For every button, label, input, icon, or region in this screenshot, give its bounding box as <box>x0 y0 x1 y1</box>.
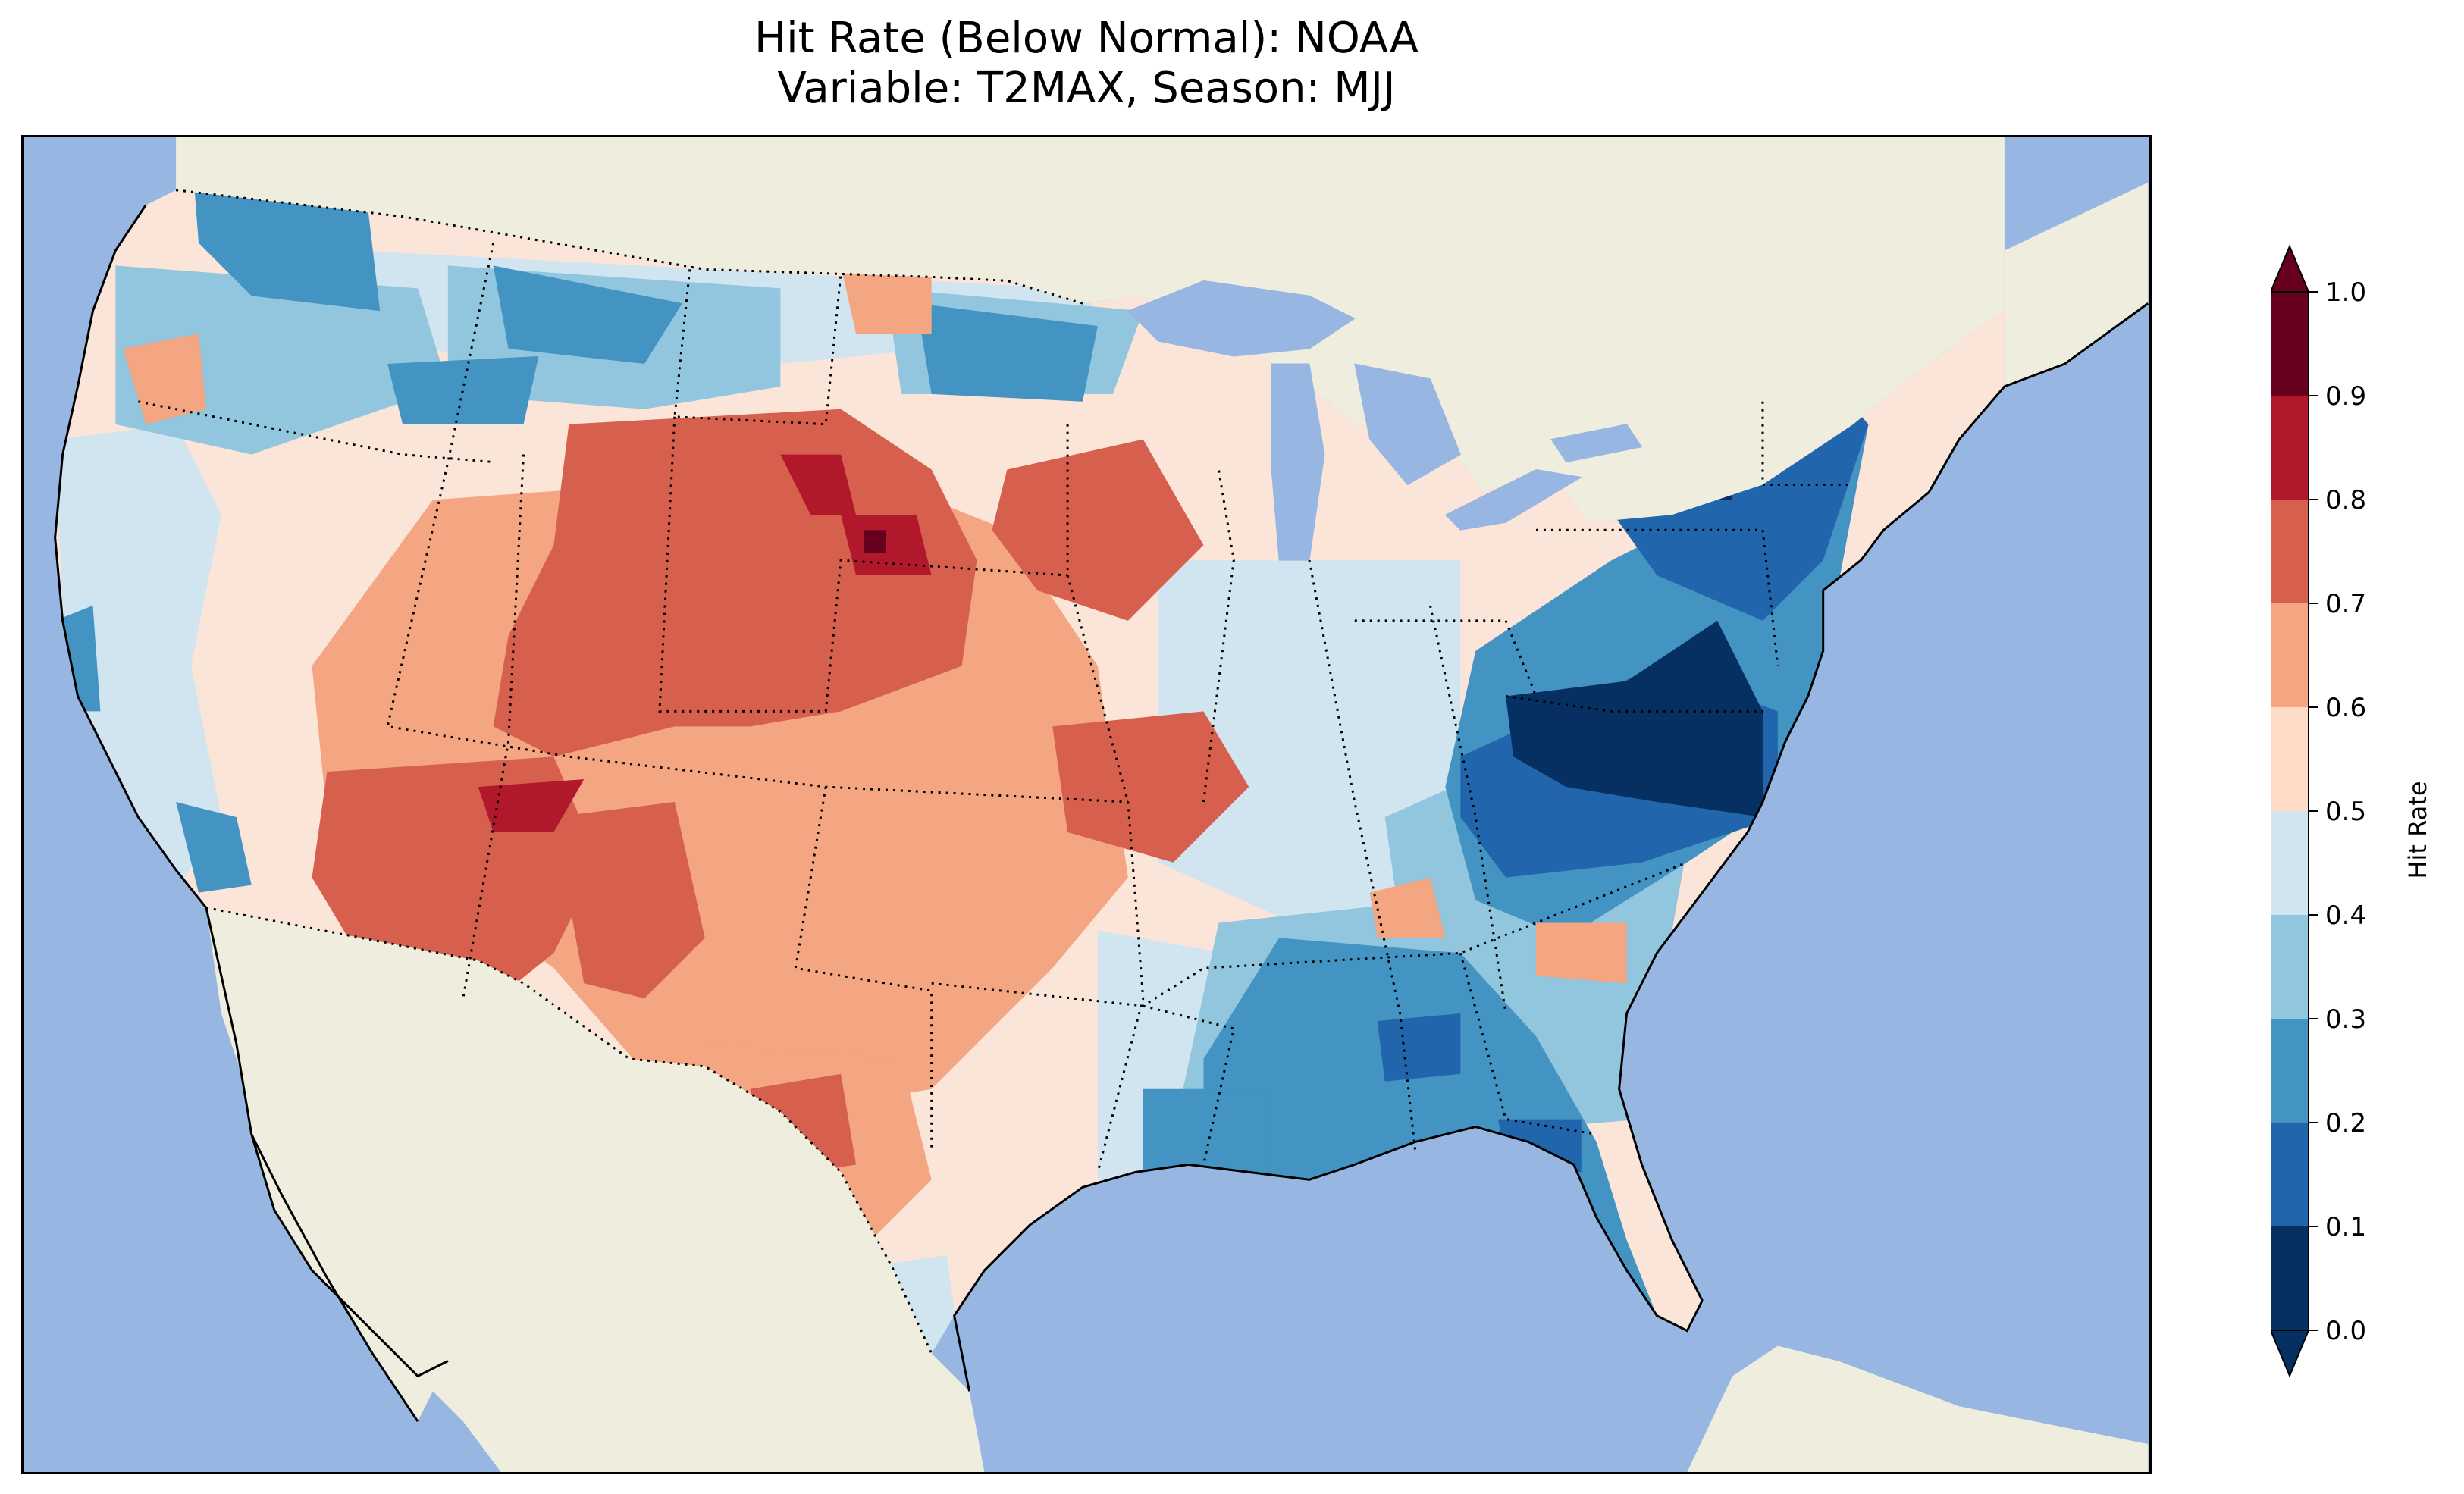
colorbar-tick-label: 0.0 <box>2325 1316 2366 1346</box>
lake-huron <box>1354 363 1461 486</box>
map-canvas <box>54 137 2149 1472</box>
colorbar-segment <box>2271 603 2309 707</box>
state-border-10 <box>1308 559 1417 1150</box>
land-canada <box>176 137 2005 523</box>
field-01-02-coast <box>1498 1119 1582 1173</box>
colorbar-tick-label: 0.1 <box>2325 1212 2366 1242</box>
colorbar-extend-min <box>2271 1330 2310 1378</box>
hit-rate-field <box>55 189 1869 1354</box>
field-00-01-virginia <box>1506 620 1763 817</box>
coast-conus <box>54 204 449 1378</box>
field-01-02-alabama <box>1377 1013 1461 1082</box>
colorbar-tick-label: 0.8 <box>2325 485 2366 515</box>
colorbar-tick-label: 0.4 <box>2325 900 2366 931</box>
field-06-07-carolina <box>1369 877 1446 938</box>
field-08-09-arizona <box>478 779 585 832</box>
field-06-07-oregon <box>123 334 206 424</box>
chart-title: Hit Rate (Below Normal): NOAA Variable: … <box>21 14 2152 114</box>
map-panel <box>21 135 2152 1474</box>
state-border-15 <box>1761 401 1854 486</box>
state-border-13 <box>1505 695 1763 713</box>
lake-erie <box>1444 468 1583 531</box>
field-06-07-south-ga <box>1535 922 1627 984</box>
border-canada <box>175 189 1083 305</box>
colorbar-tick-label: 0.3 <box>2325 1004 2366 1035</box>
state-border-6 <box>794 786 933 1150</box>
state-border-14 <box>1354 619 1538 697</box>
field-02-03-washington <box>191 189 381 312</box>
colorbar-segment <box>2271 396 2309 500</box>
field-02-03-idaho <box>387 356 539 424</box>
field-02-03-montana <box>493 265 682 364</box>
colorbar-segment <box>2271 1019 2309 1123</box>
colorbar-tick-label: 0.7 <box>2325 589 2366 619</box>
coast-gulf <box>953 302 2149 1392</box>
state-border-5 <box>658 416 1068 713</box>
field-04-05-midwest <box>1158 560 1461 931</box>
field-08-09-wyoming <box>780 454 857 515</box>
field-09-10-nebraska <box>864 530 886 553</box>
colorbar-label: Hit Rate <box>2403 781 2432 879</box>
coast-baja <box>250 1133 419 1423</box>
colorbar-segment <box>2271 1226 2309 1330</box>
colorbar: 0.0 0.1 0.2 0.3 0.4 0.5 0.6 0.7 0.8 0.9 1.0 Hit Ra… <box>2271 244 2432 1378</box>
colorbar-segments <box>2271 244 2310 1378</box>
colorbar-segment <box>2271 707 2309 811</box>
colorbar-tick-label: 1.0 <box>2325 277 2366 308</box>
great-lakes <box>1127 280 1643 561</box>
lake-superior <box>1127 280 1356 357</box>
colorbar-tick-label: 0.9 <box>2325 381 2366 412</box>
field-02-03-dakota <box>916 303 1098 402</box>
colorbar-segment <box>2271 292 2309 396</box>
title-line-1: Hit Rate (Below Normal): NOAA <box>754 14 1419 63</box>
colorbar-extend-max <box>2271 244 2310 293</box>
field-02-03-gulf-west <box>1143 1088 1265 1211</box>
state-border-7 <box>1066 424 1145 1173</box>
colorbar-tick-label: 0.2 <box>2325 1108 2366 1139</box>
colorbar-segment <box>2271 500 2309 603</box>
land-cuba <box>1687 1345 2149 1472</box>
colorbar-tick-label: 0.5 <box>2325 797 2366 827</box>
state-border-9 <box>1202 469 1235 803</box>
title-line-2: Variable: T2MAX, Season: MJJ <box>777 64 1396 113</box>
colorbar-segment <box>2271 915 2309 1019</box>
coastlines <box>54 204 2149 1423</box>
state-border-16 <box>1143 1004 1236 1165</box>
borders <box>137 189 1854 1355</box>
colorbar-tick-label: 0.6 <box>2325 693 2366 723</box>
field-07-08-arizona <box>553 802 705 999</box>
colorbar-segment <box>2271 1123 2309 1226</box>
field-07-08-nebraska <box>992 439 1204 621</box>
land-baja <box>205 907 448 1422</box>
field-06-07-plains <box>841 265 932 334</box>
state-border-12 <box>1535 528 1779 666</box>
colorbar-segment <box>2271 811 2309 915</box>
colorbar-ticks: 0.0 0.1 0.2 0.3 0.4 0.5 0.6 0.7 0.8 0.9 1.0 <box>2309 277 2366 1346</box>
lake-ontario <box>1550 424 1643 463</box>
field-07-08-kansas <box>1052 711 1249 863</box>
state-border-11 <box>1428 605 1507 1014</box>
field-07-08-wyoming <box>493 409 977 757</box>
state-border-4 <box>462 454 525 999</box>
field-02-03-socal <box>176 802 252 893</box>
